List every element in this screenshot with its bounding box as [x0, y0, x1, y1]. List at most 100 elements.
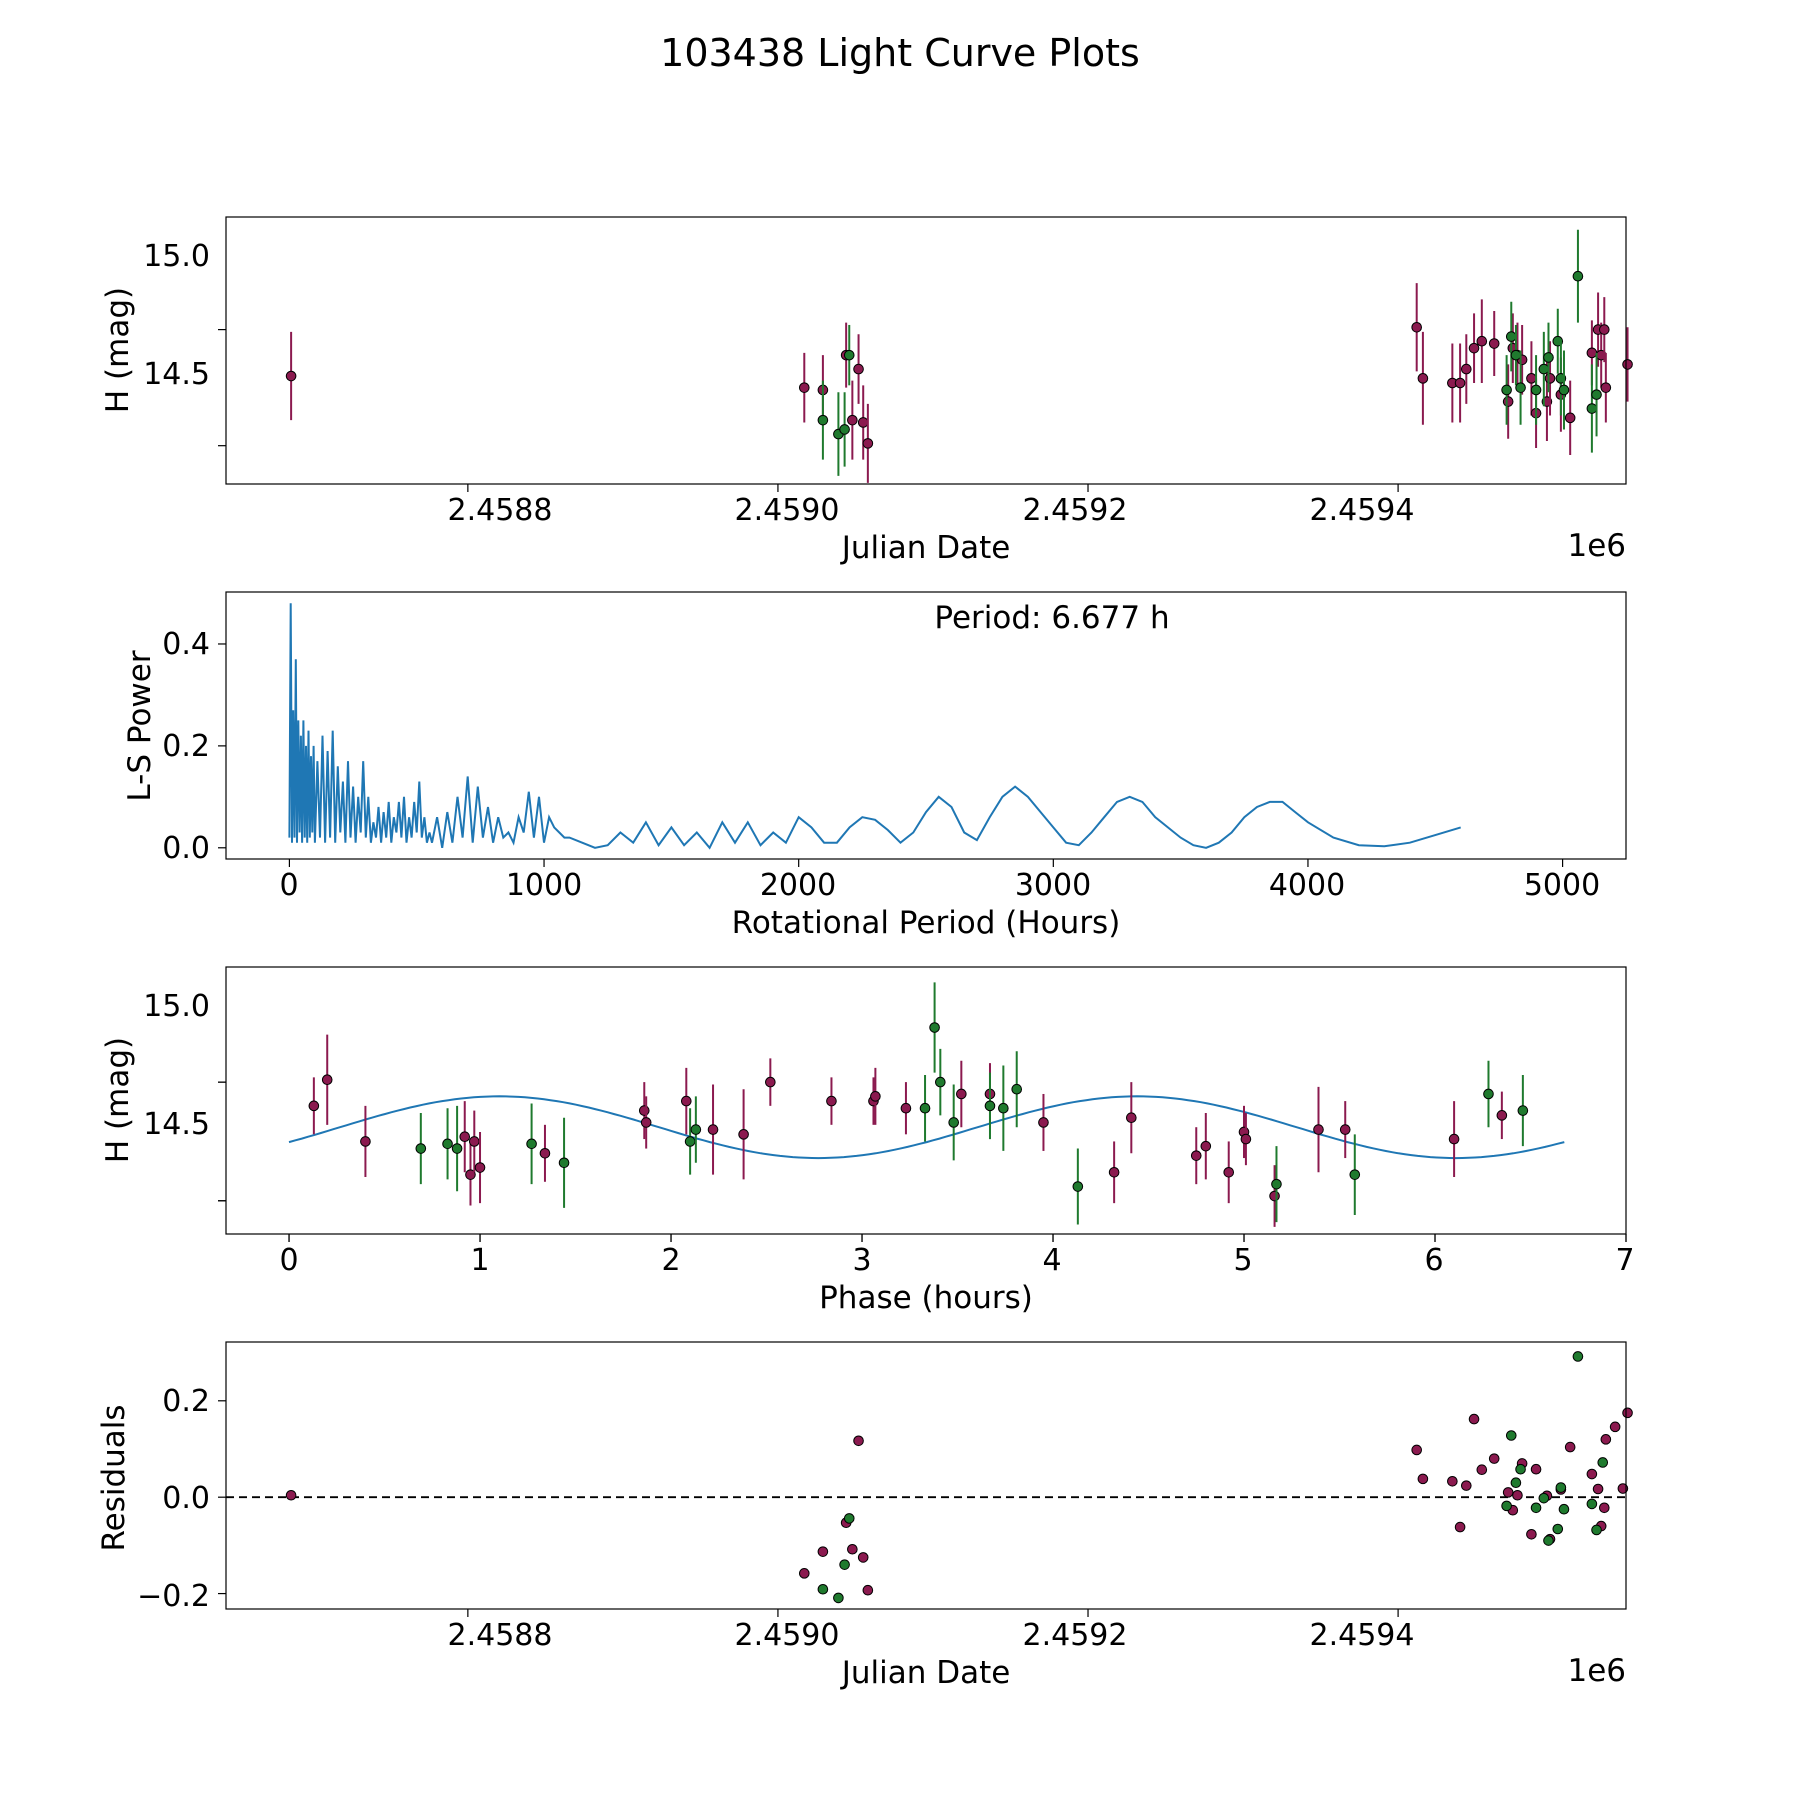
xaxis-label-ls: Rotational Period (Hours) [732, 905, 1121, 941]
xtick-label-lc-0: 2.4588 [448, 493, 553, 528]
point-lc-red-29 [1598, 324, 1610, 335]
xtick-label-ls-5: 5000 [1524, 868, 1600, 903]
period-annotation: Period: 6.677 h [934, 600, 1169, 636]
point-phase-red-4 [465, 1169, 476, 1180]
point-lc-red-9 [1417, 373, 1429, 384]
ytick-label-lc-1: 14.5 [143, 357, 210, 392]
point-phase-green-2 [451, 1143, 463, 1154]
point-phase-green-5 [684, 1136, 696, 1147]
point-lc-red-26 [1586, 347, 1598, 359]
point-lc-green-5 [1505, 331, 1517, 342]
xtick-label-ph-2: 2 [661, 1243, 680, 1278]
xtick-label-ph-7: 7 [1615, 1243, 1634, 1278]
point-lc-red-4 [847, 414, 858, 426]
point-lc-red-15 [1488, 338, 1500, 349]
xtick-label-res-2: 2.4592 [1023, 1618, 1128, 1653]
point-phase-green-13 [1011, 1083, 1023, 1095]
point-lc-green-3 [843, 349, 855, 361]
ytick-label-ph-0: 15.0 [143, 989, 210, 1024]
point-phase-red-24 [1200, 1140, 1212, 1152]
point-lc-green-0 [817, 414, 829, 426]
point-phase-green-15 [1271, 1178, 1282, 1190]
point-lc-red-30 [1600, 382, 1612, 393]
point-lc-red-25 [1564, 412, 1576, 424]
xaxis-label-lc: Julian Date [840, 530, 1011, 566]
point-resid-green-2 [839, 1559, 850, 1570]
point-phase-red-17 [900, 1102, 912, 1114]
point-resid-green-14 [1572, 1351, 1584, 1362]
point-phase-red-18 [956, 1088, 967, 1100]
point-lc-green-6 [1510, 349, 1522, 361]
point-phase-red-31 [1448, 1133, 1460, 1145]
point-lc-green-2 [839, 424, 850, 435]
point-phase-red-14 [826, 1095, 837, 1107]
panel-residuals: 2.4588 2.4590 2.4592 2.4594 0.2 0.0 −0.2… [96, 1341, 1633, 1691]
point-lc-red-14 [1476, 335, 1488, 347]
point-lc-red-20 [1526, 373, 1537, 384]
axes-frame-light-curve [225, 216, 1627, 485]
ytick-label-ls-0: 0.0 [162, 831, 210, 866]
point-resid-green-3 [843, 1513, 855, 1524]
point-phase-red-0 [308, 1100, 320, 1112]
point-lc-green-10 [1543, 352, 1554, 363]
ytick-label-ls-2: 0.4 [162, 627, 210, 662]
point-resid-green-9 [1538, 1492, 1550, 1504]
point-resid-red-31 [1622, 1407, 1633, 1419]
xtick-label-lc-2: 2.4592 [1023, 493, 1128, 528]
xtick-label-ph-1: 1 [470, 1243, 489, 1278]
xtick-label-ls-4: 4000 [1269, 868, 1345, 903]
ytick-label-ph-1: 14.5 [143, 1107, 210, 1142]
point-phase-green-18 [1517, 1105, 1529, 1116]
point-phase-green-3 [526, 1138, 537, 1150]
point-resid-red-15 [1488, 1453, 1500, 1464]
point-lc-red-13 [1468, 342, 1480, 354]
fit-curve [288, 1095, 1565, 1160]
point-resid-red-11 [1454, 1521, 1466, 1533]
point-resid-red-6 [857, 1552, 869, 1563]
point-resid-green-7 [1515, 1463, 1526, 1475]
point-phase-red-32 [1496, 1110, 1508, 1121]
point-phase-green-12 [998, 1102, 1009, 1114]
point-lc-red-8 [1411, 321, 1422, 333]
point-resid-red-7 [862, 1584, 874, 1596]
point-resid-red-8 [1411, 1444, 1422, 1456]
point-lc-red-12 [1461, 363, 1472, 375]
xtick-label-ph-4: 4 [1042, 1243, 1061, 1278]
xtick-label-ph-3: 3 [852, 1243, 871, 1278]
axes-frame-residuals [225, 1341, 1627, 1610]
point-phase-red-8 [638, 1105, 650, 1116]
xtick-label-lc-3: 2.4594 [1310, 493, 1415, 528]
point-phase-green-11 [984, 1100, 996, 1112]
point-resid-green-1 [833, 1592, 844, 1604]
point-resid-red-21 [1530, 1463, 1542, 1475]
ytick-label-lc-0: 15.0 [143, 239, 210, 274]
point-resid-green-17 [1597, 1457, 1609, 1468]
point-resid-green-8 [1530, 1502, 1542, 1514]
point-lc-green-4 [1501, 384, 1512, 396]
point-resid-red-9 [1417, 1473, 1429, 1485]
yaxis-label-ls: L-S Power [122, 650, 158, 801]
point-resid-red-33 [1609, 1421, 1621, 1433]
point-phase-green-8 [929, 1022, 940, 1033]
point-resid-green-12 [1555, 1482, 1567, 1493]
point-resid-green-10 [1543, 1535, 1554, 1546]
point-phase-green-16 [1349, 1169, 1361, 1180]
panel-periodogram: Period: 6.677 h 0 1000 2000 3000 4000 50… [122, 591, 1627, 941]
point-phase-red-10 [681, 1095, 692, 1107]
plot-area-phase [218, 982, 1627, 1242]
plot-area-periodogram [218, 603, 1564, 867]
point-lc-red-31 [1622, 359, 1633, 370]
point-resid-green-4 [1501, 1500, 1512, 1512]
point-phase-red-5 [468, 1136, 480, 1147]
plot-area-residuals [218, 1351, 1633, 1617]
point-lc-green-8 [1530, 384, 1542, 396]
xtick-label-ls-0: 0 [279, 868, 298, 903]
point-lc-red-16 [1502, 396, 1514, 407]
ytick-label-res-2: −0.2 [137, 1579, 210, 1614]
xaxis-label-ph: Phase (hours) [819, 1280, 1033, 1316]
periodogram-line [288, 603, 1461, 850]
point-resid-red-27 [1592, 1483, 1604, 1495]
point-lc-red-23 [1544, 373, 1556, 384]
yaxis-label-lc: H (mag) [100, 287, 136, 413]
xtick-label-ls-2: 2000 [760, 868, 836, 903]
